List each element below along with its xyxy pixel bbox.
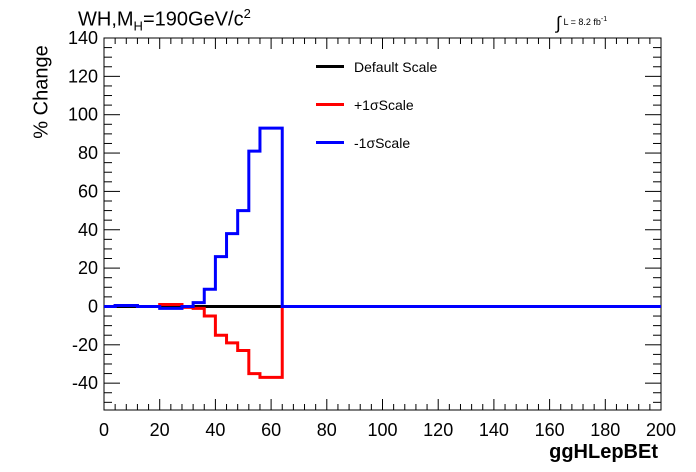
- x-tick-label: 20: [150, 420, 170, 440]
- luminosity-label: ∫ L = 8.2 fb-1: [556, 13, 607, 34]
- plot-title: WH,MH=190GeV/c2: [78, 6, 251, 34]
- y-tick-label: 20: [78, 258, 98, 278]
- y-axis-label: % Change: [30, 45, 53, 139]
- legend-label-minus1sigma: -1σScale: [354, 134, 411, 151]
- y-tick-label: 40: [78, 220, 98, 240]
- y-tick-label: 80: [78, 143, 98, 163]
- title-superscript: 2: [243, 6, 251, 21]
- legend-label-default: Default Scale: [354, 58, 438, 75]
- y-tick-label: -20: [72, 335, 98, 355]
- title-subscript: H: [133, 18, 143, 34]
- x-tick-label: 200: [646, 420, 676, 440]
- x-tick-label: 160: [535, 420, 565, 440]
- legend-entry-plus1sigma: +1σScale: [316, 95, 437, 114]
- legend-swatch-plus1sigma: [316, 103, 344, 106]
- integral-icon: ∫: [556, 13, 561, 33]
- y-tick-label: 0: [88, 296, 98, 316]
- lumi-text: L = 8.2 fb: [563, 17, 601, 27]
- title-rest: =190GeV/c: [142, 8, 244, 31]
- x-tick-label: 0: [99, 420, 109, 440]
- y-tick-label: 120: [68, 66, 98, 86]
- x-tick-label: 100: [367, 420, 397, 440]
- legend: Default Scale +1σScale -1σScale: [316, 57, 437, 171]
- x-tick-label: 60: [261, 420, 281, 440]
- series-line-1: [104, 303, 661, 379]
- x-tick-label: 120: [423, 420, 453, 440]
- legend-entry-minus1sigma: -1σScale: [316, 133, 437, 152]
- legend-swatch-default: [316, 65, 344, 68]
- x-axis-label: ggHLepBEt: [549, 441, 658, 463]
- title-main: WH,M: [78, 8, 134, 31]
- lumi-superscript: -1: [600, 16, 608, 23]
- legend-swatch-minus1sigma: [316, 141, 344, 144]
- x-tick-label: 180: [590, 420, 620, 440]
- series-line-2: [104, 126, 661, 310]
- x-tick-label: 140: [479, 420, 509, 440]
- y-tick-label: 60: [78, 181, 98, 201]
- x-tick-label: 40: [205, 420, 225, 440]
- y-tick-label: -40: [72, 373, 98, 393]
- x-tick-label: 80: [317, 420, 337, 440]
- y-tick-label: 100: [68, 105, 98, 125]
- y-tick-label: 140: [68, 28, 98, 48]
- legend-entry-default: Default Scale: [316, 57, 437, 76]
- legend-label-plus1sigma: +1σScale: [354, 96, 414, 113]
